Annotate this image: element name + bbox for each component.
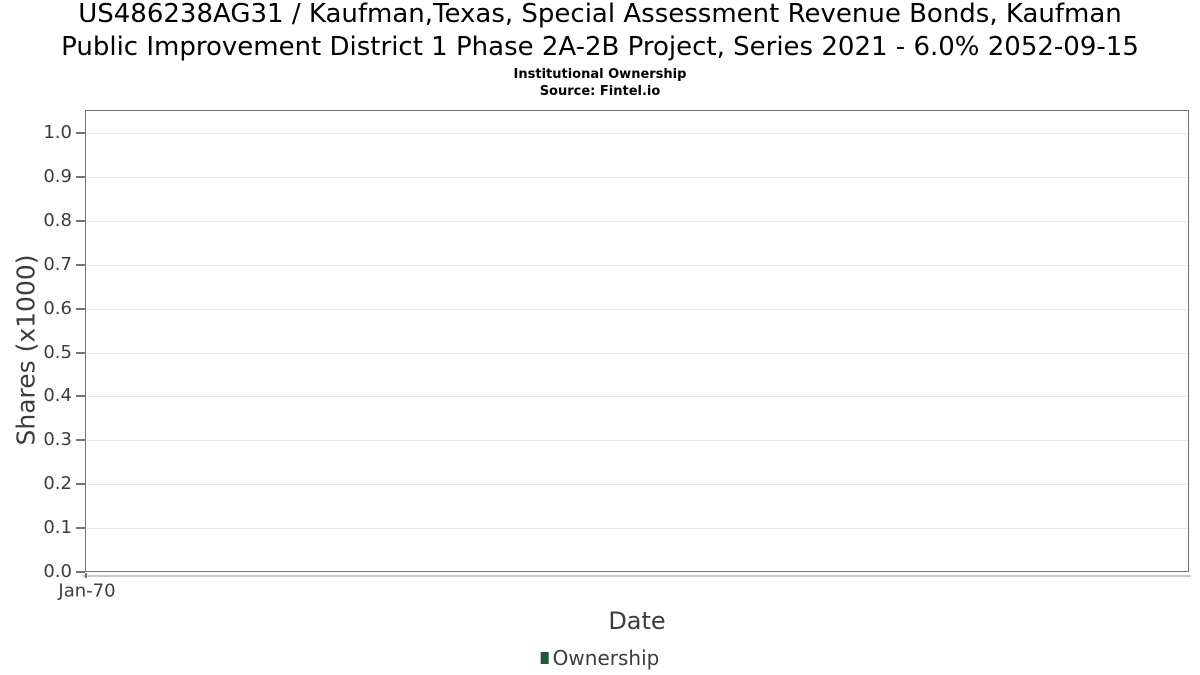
y-tick-label: 0.3 — [43, 429, 72, 451]
gridline-y-1.0 — [87, 133, 1187, 134]
x-tick-mark — [85, 573, 87, 578]
chart-title: US486238AG31 / Kaufman,Texas, Special As… — [0, 0, 1200, 64]
gridline-y-0.2 — [87, 484, 1187, 486]
y-tick-mark — [76, 351, 85, 354]
y-tick-label: 0.7 — [43, 253, 72, 275]
gridline-y-0.3 — [87, 440, 1187, 442]
y-tick-label: 0.6 — [43, 297, 72, 319]
y-tick-label: 0.8 — [43, 209, 72, 231]
y-tick-mark — [76, 307, 85, 310]
chart-title-line1: US486238AG31 / Kaufman,Texas, Special As… — [78, 0, 1122, 29]
gridline-y-0.7 — [87, 264, 1187, 266]
x-tick-label: Jan-70 — [58, 580, 116, 602]
gridline-y-0.5 — [87, 352, 1187, 354]
y-tick-mark — [76, 483, 85, 486]
chart-title-line2: Public Improvement District 1 Phase 2A-2… — [61, 32, 1139, 62]
chart-source-caption: Source: Fintel.io — [539, 84, 661, 99]
y-tick-mark — [76, 132, 85, 134]
y-tick-mark — [76, 263, 85, 266]
y-tick-label: 1.0 — [43, 122, 72, 143]
y-tick-mark — [76, 175, 85, 178]
gridline-y-0.6 — [87, 308, 1187, 310]
y-tick-label: 0.9 — [43, 165, 72, 187]
y-tick-label: 0.0 — [43, 561, 72, 582]
y-tick-mark — [76, 219, 85, 222]
y-tick-label: 0.1 — [43, 517, 72, 539]
gridline-y-0.1 — [87, 528, 1187, 530]
axis-bottom-shadow-line — [83, 575, 1191, 577]
y-tick-mark — [76, 571, 85, 573]
legend-marker-swatch — [540, 652, 549, 664]
gridline-y-0.9 — [87, 176, 1187, 178]
x-axis-label: Date — [608, 607, 666, 635]
gridline-y-0.8 — [87, 220, 1187, 222]
y-tick-mark — [76, 395, 85, 398]
y-tick-label: 0.5 — [43, 341, 72, 363]
y-tick-label: 0.4 — [43, 385, 72, 407]
y-tick-mark — [76, 439, 85, 442]
plot-area — [85, 110, 1189, 572]
y-tick-mark — [76, 527, 85, 530]
chart-subtitle: Institutional Ownership — [513, 67, 687, 82]
legend-label: Ownership — [552, 646, 660, 670]
legend: Ownership — [540, 646, 660, 670]
gridline-y-0.4 — [87, 396, 1187, 398]
y-tick-label: 0.2 — [43, 473, 72, 495]
